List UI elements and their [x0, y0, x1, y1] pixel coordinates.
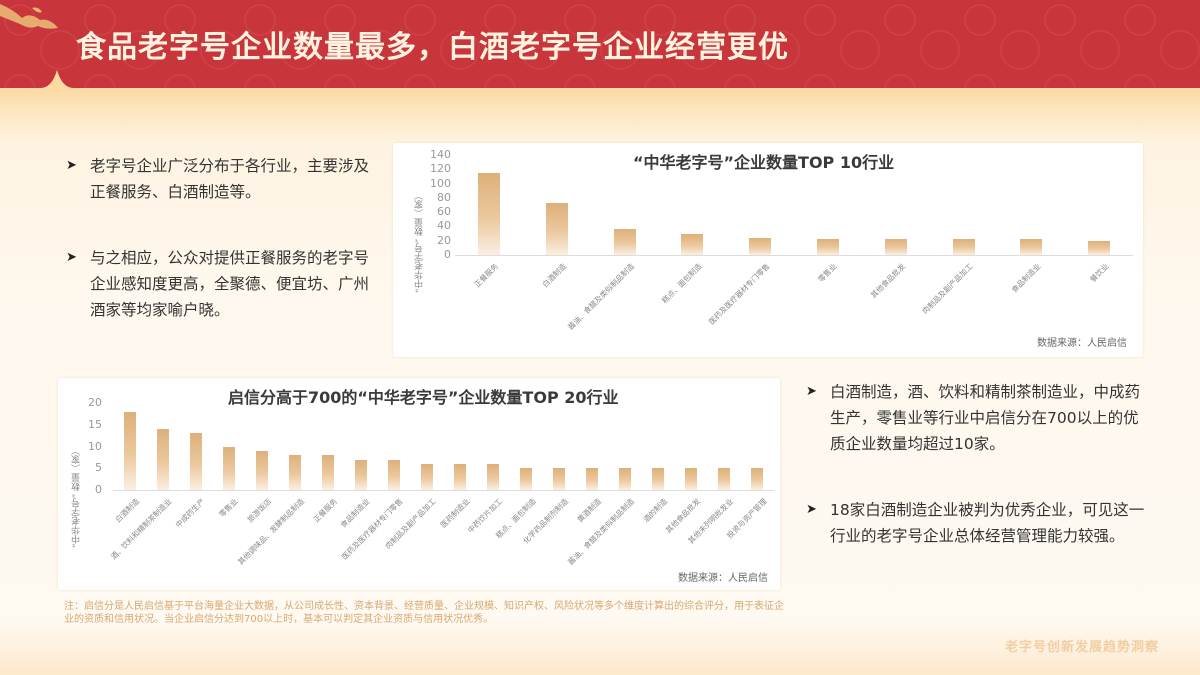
bar — [816, 239, 839, 255]
y-tick: 0 — [444, 248, 451, 261]
bar — [189, 433, 202, 490]
arrow-bullet-icon: ➤ — [66, 158, 77, 173]
y-tick: 60 — [437, 205, 451, 219]
bullet-item: ➤ 18家白酒制造企业被判为优秀企业，可见这一行业的老字号企业总体经营管理能力较… — [802, 497, 1147, 549]
y-tick: 140 — [430, 148, 451, 161]
x-tick-label: 酱油、食醋及类似制品制造 — [566, 496, 637, 567]
y-tick: 20 — [88, 396, 102, 409]
x-tick-label: 零售业 — [217, 496, 240, 519]
bar — [553, 468, 566, 490]
x-tick-label: 酒、饮料和精制茶制造业 — [108, 496, 174, 562]
x-tick-label: 白酒制造 — [113, 496, 141, 525]
bullet-item: ➤ 白酒制造，酒、饮料和精制茶制造业，中成药生产，零售业等行业中启信分在700以… — [802, 379, 1147, 457]
x-tick-label: 中成药生产 — [173, 496, 207, 530]
left-bullet-list: ➤ 老字号企业广泛分布于各行业，主要涉及正餐服务、白酒制造等。 ➤ 与之相应，公… — [62, 153, 372, 351]
arrow-bullet-icon: ➤ — [66, 250, 77, 265]
header-banner: 食品老字号企业数量最多，白酒老字号企业经营更优 — [0, 0, 1200, 88]
y-tick: 80 — [437, 190, 451, 204]
right-bullet-list: ➤ 白酒制造，酒、饮料和精制茶制造业，中成药生产，零售业等行业中启信分在700以… — [802, 379, 1147, 577]
y-tick: 0 — [95, 483, 102, 496]
x-tick-label: 食品制造业 — [1009, 261, 1043, 295]
bullet-text: 18家白酒制造企业被判为优秀企业，可见这一行业的老字号企业总体经营管理能力较强。 — [830, 501, 1145, 545]
bar — [477, 172, 500, 255]
page-title: 食品老字号企业数量最多，白酒老字号企业经营更优 — [76, 30, 789, 65]
bullet-item: ➤ 老字号企业广泛分布于各行业，主要涉及正餐服务、白酒制造等。 — [62, 153, 372, 205]
bar — [952, 239, 975, 255]
x-tick-label: 医药及医疗器材专门零售 — [706, 261, 772, 327]
bar — [487, 463, 500, 490]
y-tick: 100 — [430, 176, 451, 190]
bar — [354, 459, 367, 490]
x-tick-label: 酒的制造 — [641, 496, 670, 525]
bullet-text: 与之相应，公众对提供正餐服务的老字号企业感知度更高，全聚德、便宜坊、广州酒家等均… — [90, 249, 370, 319]
bar — [387, 459, 400, 490]
y-tick: 20 — [437, 233, 451, 247]
bar — [123, 411, 136, 490]
report-watermark: 老字号创新发展趋势洞察 — [1005, 640, 1160, 655]
x-tick-label: 餐饮业 — [1087, 261, 1111, 284]
chart-top10-card: “中华老字号”企业数量TOP 10行业 “中华老字号” 数量（家） 数据来源：人… — [393, 143, 1143, 357]
bar — [321, 455, 334, 490]
bullet-text: 白酒制造，酒、饮料和精制茶制造业，中成药生产，零售业等行业中启信分在700以上的… — [830, 383, 1141, 453]
x-tick-label: 其他食品批发 — [868, 261, 907, 300]
chart-title: 启信分高于700的“中华老字号”企业数量TOP 20行业 — [228, 388, 619, 407]
chart-top20-card: 启信分高于700的“中华老字号”企业数量TOP 20行业 “中华老字号” 数量（… — [58, 378, 780, 590]
x-tick-label: 肉制品及副产品加工 — [920, 261, 975, 316]
arrow-bullet-icon: ➤ — [806, 502, 817, 517]
bar — [685, 468, 698, 490]
data-source: 数据来源：人民启信 — [678, 573, 768, 584]
bar — [586, 468, 599, 490]
x-tick-label: 正餐服务 — [311, 496, 339, 525]
bar — [681, 234, 704, 255]
y-tick: 5 — [95, 461, 102, 475]
header-pattern — [0, 0, 1200, 88]
chart-title: “中华老字号”企业数量TOP 10行业 — [633, 153, 895, 172]
cloud-ornament-icon — [0, 4, 58, 29]
bar — [718, 468, 731, 490]
bar — [454, 463, 467, 490]
bar — [156, 429, 169, 490]
bar — [619, 468, 632, 490]
bar — [288, 455, 301, 490]
bar — [1088, 240, 1111, 255]
y-tick: 120 — [430, 162, 451, 176]
data-source: 数据来源：人民启信 — [1037, 338, 1127, 349]
x-tick-label: 黄酒制造 — [575, 496, 604, 525]
bar — [1020, 239, 1043, 255]
x-tick-label: 酱油、食醋及类似制品制造 — [565, 261, 636, 332]
bar — [613, 228, 636, 255]
bar — [751, 468, 764, 490]
bar — [884, 239, 907, 255]
x-axis-line — [113, 490, 774, 491]
footnote: 注：启信分是人民启信基于平台海量企业大数据，从公司成长性、资本背景、经营质量、企… — [64, 601, 784, 625]
x-tick-label: 白酒制造 — [540, 261, 568, 290]
x-axis-line — [455, 255, 1133, 256]
bar — [652, 468, 665, 490]
bar — [222, 446, 235, 490]
bar — [255, 450, 268, 490]
bar — [749, 237, 772, 255]
bar — [420, 463, 433, 490]
bullet-text: 老字号企业广泛分布于各行业，主要涉及正餐服务、白酒制造等。 — [90, 157, 370, 201]
x-tick-label: 旅游饭店 — [245, 496, 273, 525]
bar — [520, 468, 533, 490]
bullet-item: ➤ 与之相应，公众对提供正餐服务的老字号企业感知度更高，全聚德、便宜坊、广州酒家… — [62, 245, 372, 323]
arrow-bullet-icon: ➤ — [806, 384, 817, 399]
bar — [545, 202, 568, 255]
y-tick: 40 — [437, 219, 451, 233]
header-notch-ornament — [40, 70, 74, 88]
x-tick-label: 正餐服务 — [472, 261, 500, 290]
x-tick-label: 零售业 — [816, 261, 839, 284]
y-tick: 10 — [88, 439, 102, 453]
x-tick-label: 糕点、面包制造 — [659, 261, 704, 306]
y-tick: 15 — [88, 417, 102, 431]
